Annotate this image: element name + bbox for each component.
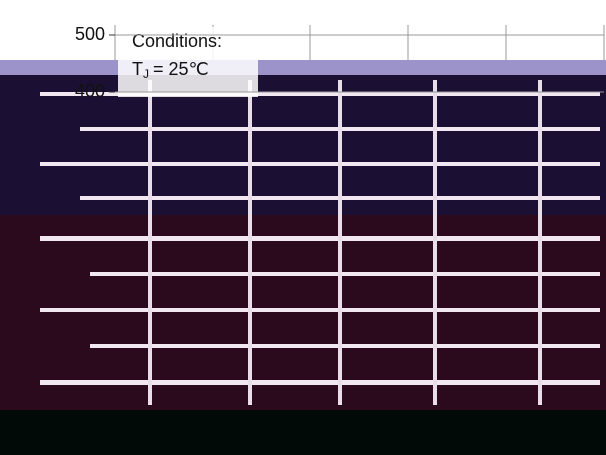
panel (0, 75, 606, 215)
panel (0, 215, 606, 410)
condition: = 25℃ (153, 59, 209, 79)
panel (0, 410, 606, 455)
annotation-box (118, 27, 258, 97)
annotation-heading: Conditions: (132, 31, 222, 51)
band (0, 60, 606, 75)
y-tick-label: 400 (75, 81, 105, 101)
y-tick-label: 500 (75, 24, 105, 44)
vertical-stripes (148, 80, 542, 405)
background (0, 60, 606, 455)
symbol: T (132, 59, 143, 79)
annotation-condition: TJ = 25℃ (132, 59, 209, 81)
subscript: J (143, 67, 149, 81)
